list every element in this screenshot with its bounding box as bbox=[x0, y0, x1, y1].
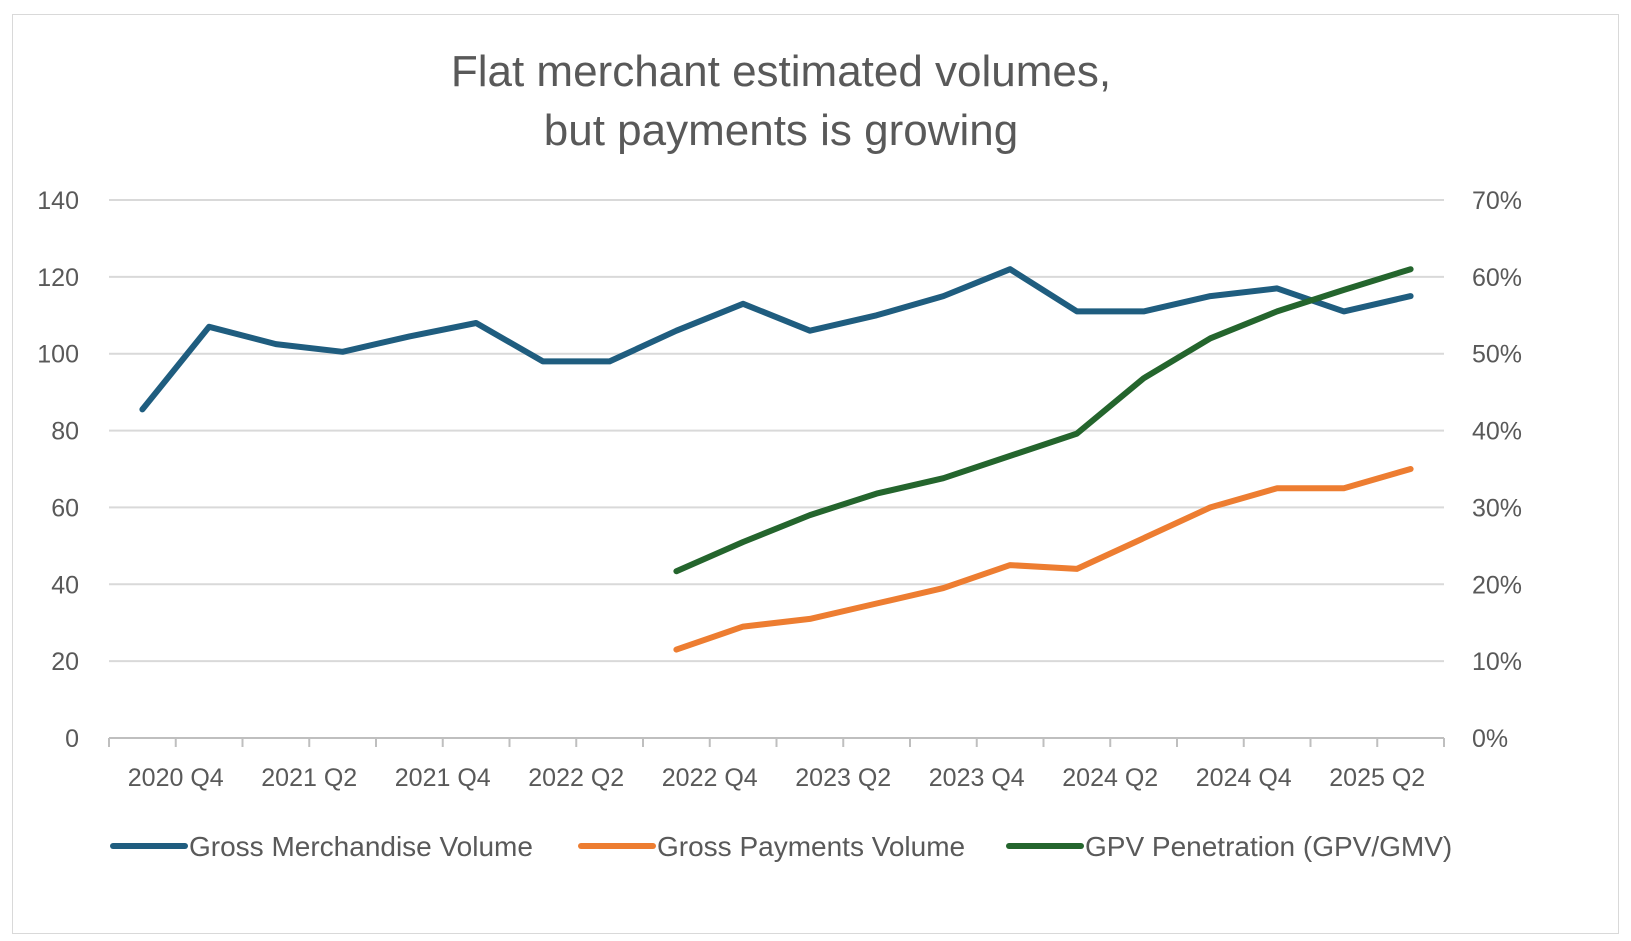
right-y-tick-label: 0% bbox=[1472, 725, 1508, 753]
x-tick-label: 2023 Q2 bbox=[795, 764, 891, 792]
series-line-2 bbox=[673, 266, 1414, 575]
x-tick-label: 2020 Q4 bbox=[128, 764, 224, 792]
right-y-tick-label: 50% bbox=[1472, 341, 1522, 369]
x-tick-label: 2022 Q4 bbox=[662, 764, 758, 792]
x-axis bbox=[108, 737, 1445, 747]
left-y-tick-label: 140 bbox=[37, 187, 79, 215]
x-tick-label: 2021 Q4 bbox=[395, 764, 491, 792]
chart-title-line: Flat merchant estimated volumes, bbox=[451, 47, 1111, 96]
left-y-axis: 0 20 40 60 80 100 120 140 bbox=[37, 187, 79, 753]
left-y-tick-label: 20 bbox=[51, 648, 79, 676]
x-tick-labels: 2020 Q4 2021 Q2 2021 Q4 2022 Q2 2022 Q4 2023 … bbox=[128, 764, 1425, 792]
left-y-tick-label: 120 bbox=[37, 264, 79, 292]
chart-title-line: but payments is growing bbox=[544, 106, 1018, 155]
left-y-tick-label: 40 bbox=[51, 571, 79, 599]
chart-svg: Flat merchant estimated volumes, but paym… bbox=[37, 47, 1522, 862]
chart-frame: Flat merchant estimated volumes, but paym… bbox=[12, 14, 1619, 934]
legend-label: GPV Penetration (GPV/GMV) bbox=[1085, 831, 1452, 862]
left-y-tick-label: 0 bbox=[65, 725, 79, 753]
left-y-tick-label: 80 bbox=[51, 418, 79, 446]
x-tick-label: 2024 Q2 bbox=[1062, 764, 1158, 792]
left-y-tick-label: 60 bbox=[51, 494, 79, 522]
series-line-0 bbox=[139, 266, 1414, 413]
x-tick-label: 2024 Q4 bbox=[1196, 764, 1292, 792]
chart-title: Flat merchant estimated volumes, but paym… bbox=[451, 47, 1111, 155]
right-y-tick-label: 40% bbox=[1472, 418, 1522, 446]
right-y-tick-label: 20% bbox=[1472, 571, 1522, 599]
x-tick-label: 2022 Q2 bbox=[528, 764, 624, 792]
x-tick-label: 2025 Q2 bbox=[1329, 764, 1425, 792]
right-y-tick-label: 70% bbox=[1472, 187, 1522, 215]
right-y-tick-label: 30% bbox=[1472, 494, 1522, 522]
gridlines bbox=[109, 199, 1444, 663]
right-y-tick-label: 60% bbox=[1472, 264, 1522, 292]
x-tick-label: 2023 Q4 bbox=[929, 764, 1025, 792]
legend-label: Gross Merchandise Volume bbox=[189, 831, 533, 862]
legend-label: Gross Payments Volume bbox=[657, 831, 965, 862]
series-line-1 bbox=[673, 466, 1414, 653]
x-tick-label: 2021 Q2 bbox=[261, 764, 357, 792]
legend: Gross Merchandise Volume Gross Payments V… bbox=[110, 831, 1452, 862]
series-lines bbox=[139, 266, 1414, 653]
left-y-tick-label: 100 bbox=[37, 341, 79, 369]
right-y-tick-label: 10% bbox=[1472, 648, 1522, 676]
right-y-axis: 0% 10% 20% 30% 40% 50% 60% 70% bbox=[1472, 187, 1522, 753]
